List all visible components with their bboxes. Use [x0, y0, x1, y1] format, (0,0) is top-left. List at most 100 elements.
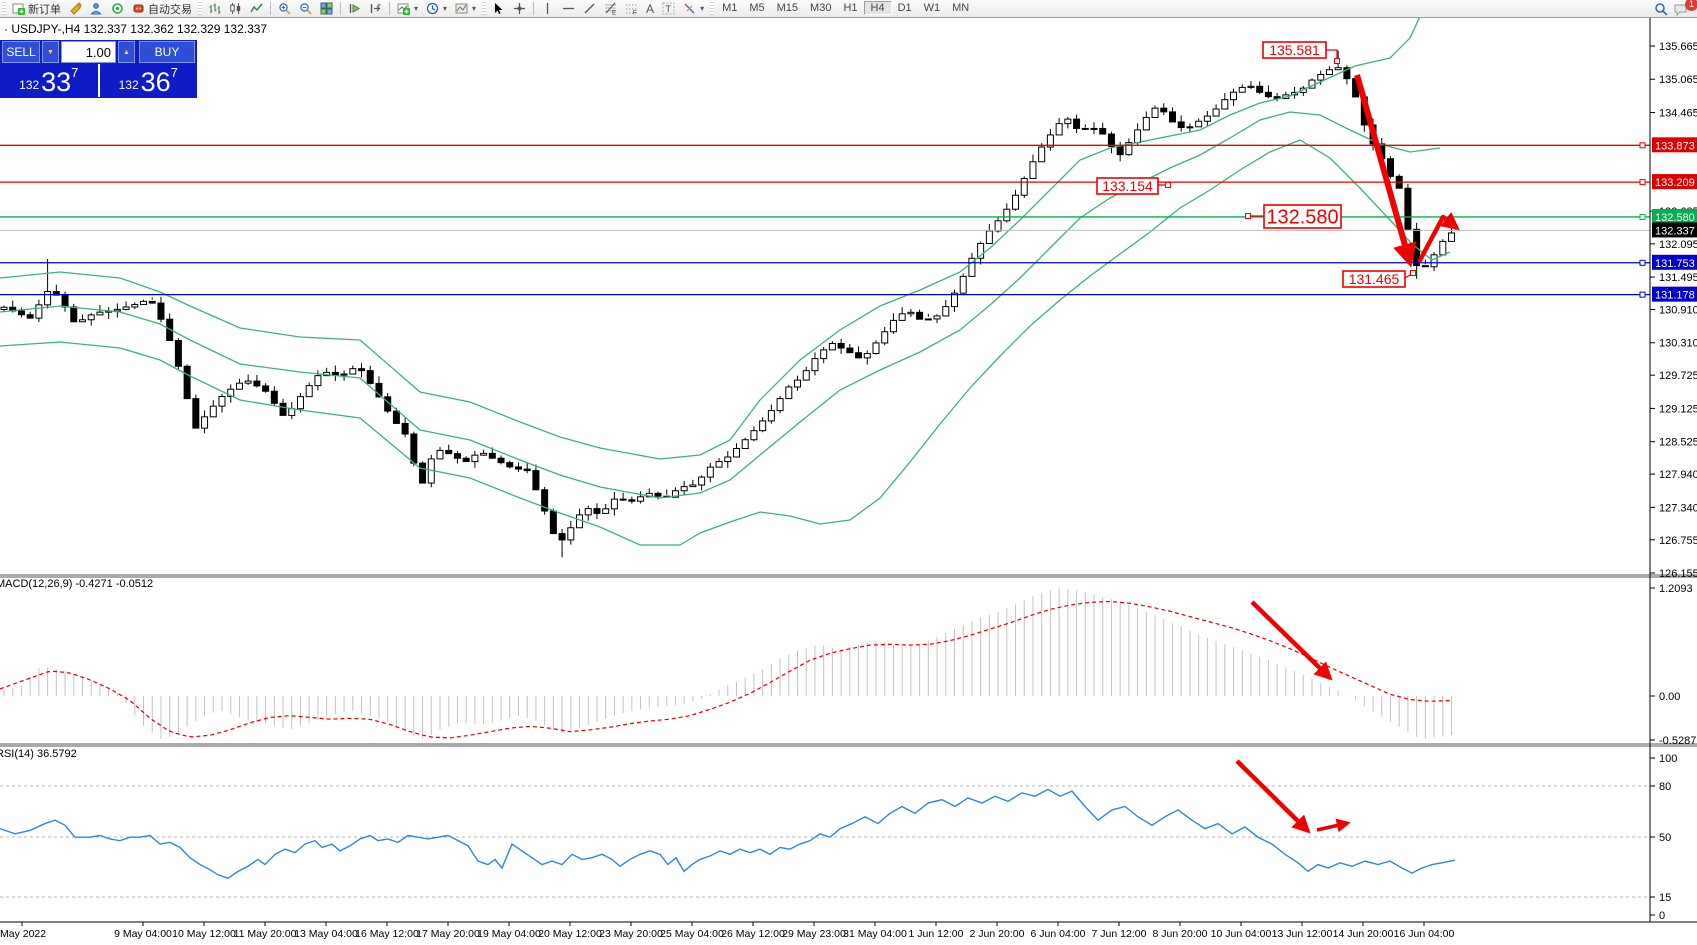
buy-price[interactable]: 132 36 7 — [100, 64, 198, 97]
timeframe-button-m30[interactable]: M30 — [810, 2, 832, 14]
annotation-arrow[interactable] — [1417, 212, 1460, 264]
price-axis[interactable]: 135.665135.065134.465132.685132.095131.4… — [1650, 41, 1697, 922]
title-bullet: · — [4, 22, 8, 36]
periods-button[interactable]: ▾ — [422, 1, 451, 16]
candle-body — [1247, 85, 1255, 88]
time-tick-label: 6 Jun 04:00 — [1031, 928, 1086, 940]
candle-body — [907, 311, 915, 315]
price-tick-label: 130.310 — [1659, 338, 1697, 350]
label-tool-button[interactable]: T — [658, 1, 679, 16]
candle-body — [17, 310, 25, 316]
buy-button[interactable]: BUY — [139, 41, 195, 63]
zoom-in-button[interactable] — [274, 1, 295, 16]
volume-increase-button[interactable]: ▲ — [118, 41, 135, 63]
price-tick-label: 135.065 — [1659, 74, 1697, 86]
candle-body — [1334, 67, 1342, 71]
candle-body — [680, 486, 688, 492]
profile-button[interactable] — [86, 1, 107, 16]
candle-body — [1055, 123, 1063, 136]
candle-body — [637, 496, 645, 502]
candle-body — [445, 449, 453, 455]
trendline-icon — [583, 2, 596, 15]
candle-body — [1203, 115, 1211, 122]
candle-body — [1448, 232, 1456, 242]
annotation-arrow[interactable] — [1316, 818, 1351, 833]
candle-body — [497, 457, 505, 464]
fibonacci-button[interactable]: E — [600, 1, 621, 17]
vertical-line-button[interactable] — [537, 1, 558, 16]
time-tick-label: 16 Jun 04:00 — [1394, 928, 1455, 940]
candle-body — [759, 420, 767, 432]
new-order-button[interactable]: 新订单 — [8, 1, 65, 16]
annotation-arrow[interactable] — [1235, 759, 1311, 834]
toolbar-grip[interactable] — [2, 2, 6, 15]
candle-body — [209, 405, 217, 418]
candle-body — [837, 343, 845, 349]
one-click-trading-panel: SELL ▼ 1.00 ▲ BUY 132 33 7 132 36 7 — [0, 40, 197, 98]
candle-body — [70, 306, 78, 323]
annotation-arrow[interactable] — [1250, 600, 1333, 681]
chart-shift-button[interactable] — [365, 1, 386, 16]
candlestick-chart-button[interactable] — [225, 1, 246, 16]
timeframe-button-h1[interactable]: H1 — [843, 2, 858, 14]
callout-box[interactable] — [1262, 41, 1327, 59]
callout-box[interactable] — [1263, 204, 1342, 229]
indicators-button[interactable]: ▾ — [393, 1, 422, 16]
volume-decrease-button[interactable]: ▼ — [42, 41, 59, 63]
candle-body — [1099, 127, 1107, 135]
sweep-button[interactable] — [65, 1, 86, 16]
volume-input[interactable]: 1.00 — [61, 41, 116, 63]
callout-box[interactable] — [1096, 177, 1159, 195]
candle-body — [881, 331, 889, 344]
auto-trading-button[interactable]: 自动交易 — [128, 1, 196, 16]
vertical-line-icon — [541, 2, 554, 15]
trendline-button[interactable] — [579, 1, 600, 16]
text-tool-button[interactable]: A — [646, 1, 655, 16]
candle-body — [488, 452, 496, 459]
timeframe-button-mn[interactable]: MN — [952, 2, 970, 14]
search-icon[interactable] — [1654, 2, 1668, 16]
sell-price[interactable]: 132 33 7 — [0, 64, 98, 97]
crosshair-button[interactable] — [509, 1, 530, 16]
sell-button[interactable]: SELL — [2, 41, 40, 63]
time-tick-label: 1 Jun 12:00 — [909, 928, 964, 940]
auto-scroll-button[interactable] — [344, 1, 365, 16]
candle-body — [1421, 265, 1429, 268]
horizontal-line-button[interactable] — [558, 1, 579, 16]
timeframe-button-h4[interactable]: H4 — [863, 1, 892, 15]
timeframe-button-m1[interactable]: M1 — [722, 2, 738, 14]
price-line-label-box — [1652, 174, 1697, 190]
tile-windows-button[interactable] — [316, 1, 337, 16]
time-tick-label: 17 May 20:00 — [416, 928, 480, 940]
candle-body — [296, 396, 304, 410]
timeframe-button-m15[interactable]: M15 — [776, 2, 799, 14]
sell-price-pips: 33 — [41, 67, 72, 97]
line-chart-button[interactable] — [246, 1, 267, 16]
bar-chart-button[interactable] — [204, 1, 225, 16]
annotation-arrow[interactable] — [1354, 74, 1417, 268]
candle-body — [201, 416, 209, 429]
signal-button[interactable] — [107, 1, 128, 16]
candle-body — [855, 352, 863, 359]
timeframe-button-m5[interactable]: M5 — [749, 2, 765, 14]
notifications-icon[interactable]: 1 — [1673, 0, 1697, 17]
price-line-label: 133.873 — [1655, 140, 1695, 152]
templates-button[interactable]: ▾ — [451, 1, 480, 16]
timeframe-button-w1[interactable]: W1 — [923, 2, 941, 14]
time-tick-label: 13 Jun 12:00 — [1272, 928, 1333, 940]
time-tick-label: 20 May 12:00 — [538, 928, 602, 940]
time-tick-label: 11 May 20:00 — [234, 928, 297, 940]
candle-body — [889, 319, 897, 333]
shapes-button[interactable]: ▾ — [679, 1, 708, 16]
cursor-button[interactable] — [488, 1, 509, 16]
candle-body — [1107, 133, 1115, 147]
buy-price-base: 132 — [118, 78, 139, 92]
zoom-out-button[interactable] — [295, 1, 316, 16]
candle-body — [44, 291, 52, 306]
callout-box[interactable] — [1342, 270, 1406, 288]
svg-text:E: E — [612, 11, 616, 16]
price-line-label-box — [1652, 137, 1697, 153]
channel-button[interactable]: F — [621, 1, 642, 17]
timeframe-button-d1[interactable]: D1 — [897, 2, 912, 14]
